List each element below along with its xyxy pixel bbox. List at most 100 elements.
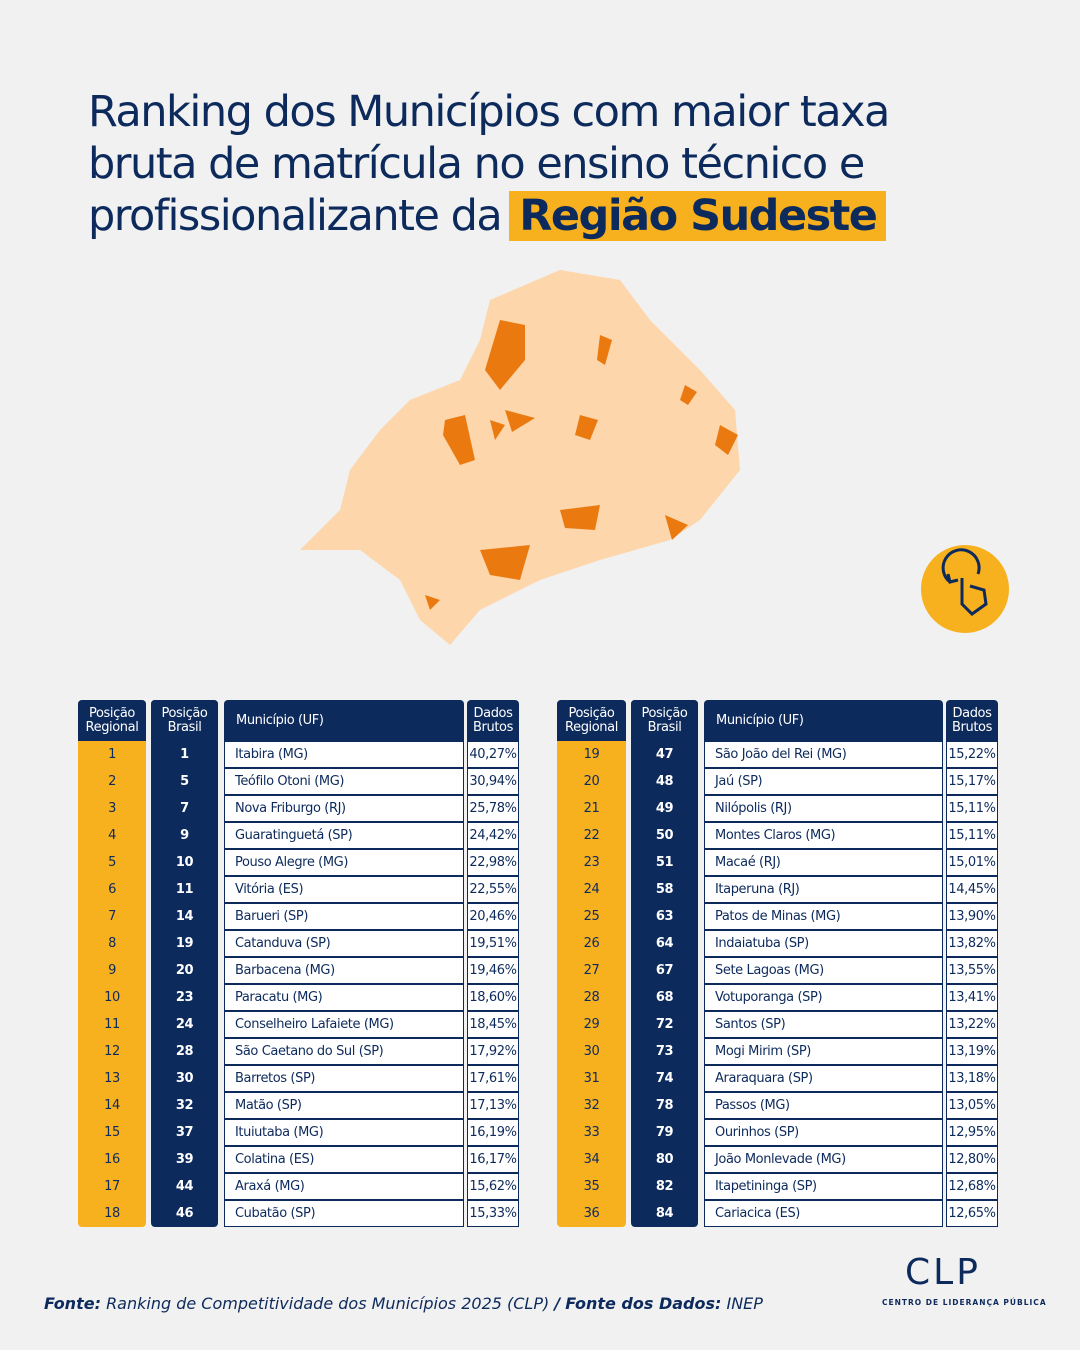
rate: 13,55% [946, 957, 998, 984]
municipality: Nilópolis (RJ) [704, 795, 943, 822]
rate: 13,82% [946, 930, 998, 957]
logo-name: CLP [905, 1252, 981, 1293]
rank: 49 [655, 801, 674, 816]
rank: 17 [104, 1179, 120, 1194]
rate: 25,78% [467, 795, 519, 822]
rank: 73 [655, 1044, 674, 1059]
municipality: Teófilo Otoni (MG) [224, 768, 464, 795]
rank: 30 [583, 1044, 600, 1059]
municipality: Montes Claros (MG) [704, 822, 943, 849]
rank: 63 [655, 909, 674, 924]
municipality: Itapetininga (SP) [704, 1173, 943, 1200]
rank: 36 [583, 1206, 600, 1221]
source-text: Ranking de Competitividade dos Município… [106, 1294, 550, 1313]
municipality: Sete Lagoas (MG) [704, 957, 943, 984]
rank: 24 [583, 882, 600, 897]
rate: 19,46% [467, 957, 519, 984]
rank: 4 [108, 828, 116, 843]
rank: 32 [583, 1098, 600, 1113]
municipality: São Caetano do Sul (SP) [224, 1038, 464, 1065]
rank: 3 [108, 801, 116, 816]
rank: 1 [108, 747, 116, 762]
rate: 15,17% [946, 768, 998, 795]
rate: 13,90% [946, 903, 998, 930]
municipality: Ituiutaba (MG) [224, 1119, 464, 1146]
rank: 14 [175, 909, 194, 924]
rank: 13 [104, 1071, 120, 1086]
rank: 26 [583, 936, 600, 951]
column-header: Posição Regional [78, 700, 146, 741]
rank: 32 [175, 1098, 194, 1113]
municipality: Jaú (SP) [704, 768, 943, 795]
rank: 29 [583, 1017, 600, 1032]
municipality: Votuporanga (SP) [704, 984, 943, 1011]
rank: 27 [583, 963, 600, 978]
rank: 64 [655, 936, 674, 951]
rank: 34 [583, 1152, 600, 1167]
source-label: Fonte dos Dados: [565, 1294, 722, 1313]
rank: 6 [108, 882, 116, 897]
rank: 84 [655, 1206, 674, 1221]
title-line: profissionalizante da Região Sudeste [88, 190, 887, 242]
rank: 33 [583, 1125, 600, 1140]
separator: / [554, 1294, 561, 1313]
rank: 12 [104, 1044, 120, 1059]
title-line: bruta de matrícula no ensino técnico e [88, 139, 865, 189]
rank: 10 [104, 990, 120, 1005]
rank: 2 [108, 774, 116, 789]
rate: 40,27% [467, 741, 519, 768]
rank: 74 [655, 1071, 674, 1086]
municipality: Araraquara (SP) [704, 1065, 943, 1092]
rate: 24,42% [467, 822, 519, 849]
municipality: Nova Friburgo (RJ) [224, 795, 464, 822]
rate: 18,60% [467, 984, 519, 1011]
municipality: Matão (SP) [224, 1092, 464, 1119]
municipality: Barueri (SP) [224, 903, 464, 930]
rate: 12,80% [946, 1146, 998, 1173]
municipality: Guaratinguetá (SP) [224, 822, 464, 849]
source-label: Fonte: [44, 1294, 101, 1313]
map-region [300, 270, 740, 645]
rank: 28 [583, 990, 600, 1005]
rank: 8 [108, 936, 116, 951]
rank: 23 [175, 990, 194, 1005]
rank: 20 [583, 774, 600, 789]
rank: 68 [655, 990, 674, 1005]
rank: 72 [655, 1017, 674, 1032]
rank: 46 [175, 1206, 194, 1221]
municipality: Paracatu (MG) [224, 984, 464, 1011]
rank: 22 [583, 828, 600, 843]
rank: 47 [655, 747, 674, 762]
rank: 14 [104, 1098, 120, 1113]
municipality: Vitória (ES) [224, 876, 464, 903]
rate: 13,41% [946, 984, 998, 1011]
rank: 67 [655, 963, 674, 978]
title-line: Ranking dos Municípios com maior taxa [88, 87, 890, 137]
rank: 7 [180, 801, 189, 816]
rank: 79 [655, 1125, 674, 1140]
municipality: Patos de Minas (MG) [704, 903, 943, 930]
municipality: Ourinhos (SP) [704, 1119, 943, 1146]
rate: 12,95% [946, 1119, 998, 1146]
rank: 19 [583, 747, 600, 762]
map-highlights [425, 320, 738, 610]
rate: 19,51% [467, 930, 519, 957]
rank: 11 [104, 1017, 120, 1032]
rate: 16,17% [467, 1146, 519, 1173]
rate: 15,33% [467, 1200, 519, 1227]
rank: 37 [175, 1125, 194, 1140]
municipality: Passos (MG) [704, 1092, 943, 1119]
column-header: Município (UF) [224, 700, 464, 741]
rank: 21 [583, 801, 600, 816]
rate: 15,01% [946, 849, 998, 876]
municipality: Santos (SP) [704, 1011, 943, 1038]
rank: 5 [108, 855, 116, 870]
rate: 18,45% [467, 1011, 519, 1038]
rank: 30 [175, 1071, 194, 1086]
rate: 22,55% [467, 876, 519, 903]
col-bg [557, 700, 626, 1227]
rate: 13,18% [946, 1065, 998, 1092]
map [300, 270, 740, 645]
logo-subtitle: CENTRO DE LIDERANÇA PÚBLICA [882, 1298, 1047, 1307]
